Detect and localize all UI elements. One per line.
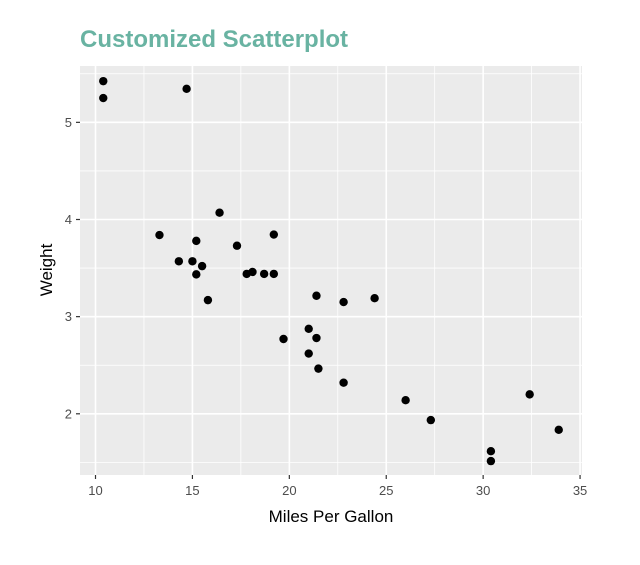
data-point (192, 236, 201, 246)
y-axis-title: Weight (37, 243, 56, 296)
y-tick-label: 4 (65, 212, 72, 227)
data-point (486, 456, 496, 466)
data-point (312, 333, 321, 343)
data-point (182, 84, 191, 94)
data-point (269, 230, 279, 239)
data-point (304, 349, 313, 358)
data-point (259, 269, 269, 279)
data-point (339, 297, 348, 307)
y-tick-label: 5 (65, 115, 72, 130)
data-point (215, 208, 224, 217)
data-point (174, 257, 184, 266)
y-tick-label: 2 (65, 406, 72, 421)
data-point (279, 334, 288, 344)
data-point (188, 257, 197, 266)
data-point (197, 261, 207, 271)
data-point (203, 295, 213, 305)
data-point (269, 269, 279, 279)
major-gridlines (80, 66, 582, 475)
data-point (242, 269, 251, 279)
data-point (312, 291, 321, 300)
x-axis-title: Miles Per Gallon (269, 507, 394, 526)
data-point (370, 293, 379, 303)
data-point (525, 390, 534, 399)
data-point (192, 270, 201, 279)
data-point (486, 446, 496, 456)
x-tick-label: 35 (573, 483, 587, 498)
data-point (99, 93, 108, 103)
data-point (339, 378, 348, 387)
x-tick-label: 10 (88, 483, 102, 498)
data-point (401, 395, 410, 405)
data-point (155, 230, 164, 240)
data-point (314, 364, 323, 373)
data-point (426, 415, 436, 425)
data-point (99, 76, 108, 86)
data-point (232, 241, 242, 250)
chart-title: Customized Scatterplot (80, 26, 349, 53)
x-axis: 10 15 20 25 30 35 (88, 475, 587, 498)
data-points (99, 76, 563, 466)
data-point (304, 324, 313, 333)
x-tick-label: 20 (282, 483, 296, 498)
y-tick-label: 3 (65, 309, 72, 324)
x-tick-label: 30 (476, 483, 490, 498)
x-tick-label: 15 (185, 483, 199, 498)
minor-gridlines (80, 66, 582, 475)
y-axis: 2 3 4 5 (65, 115, 80, 421)
data-point (554, 425, 563, 435)
x-tick-label: 25 (379, 483, 393, 498)
plot-panel (80, 66, 582, 475)
